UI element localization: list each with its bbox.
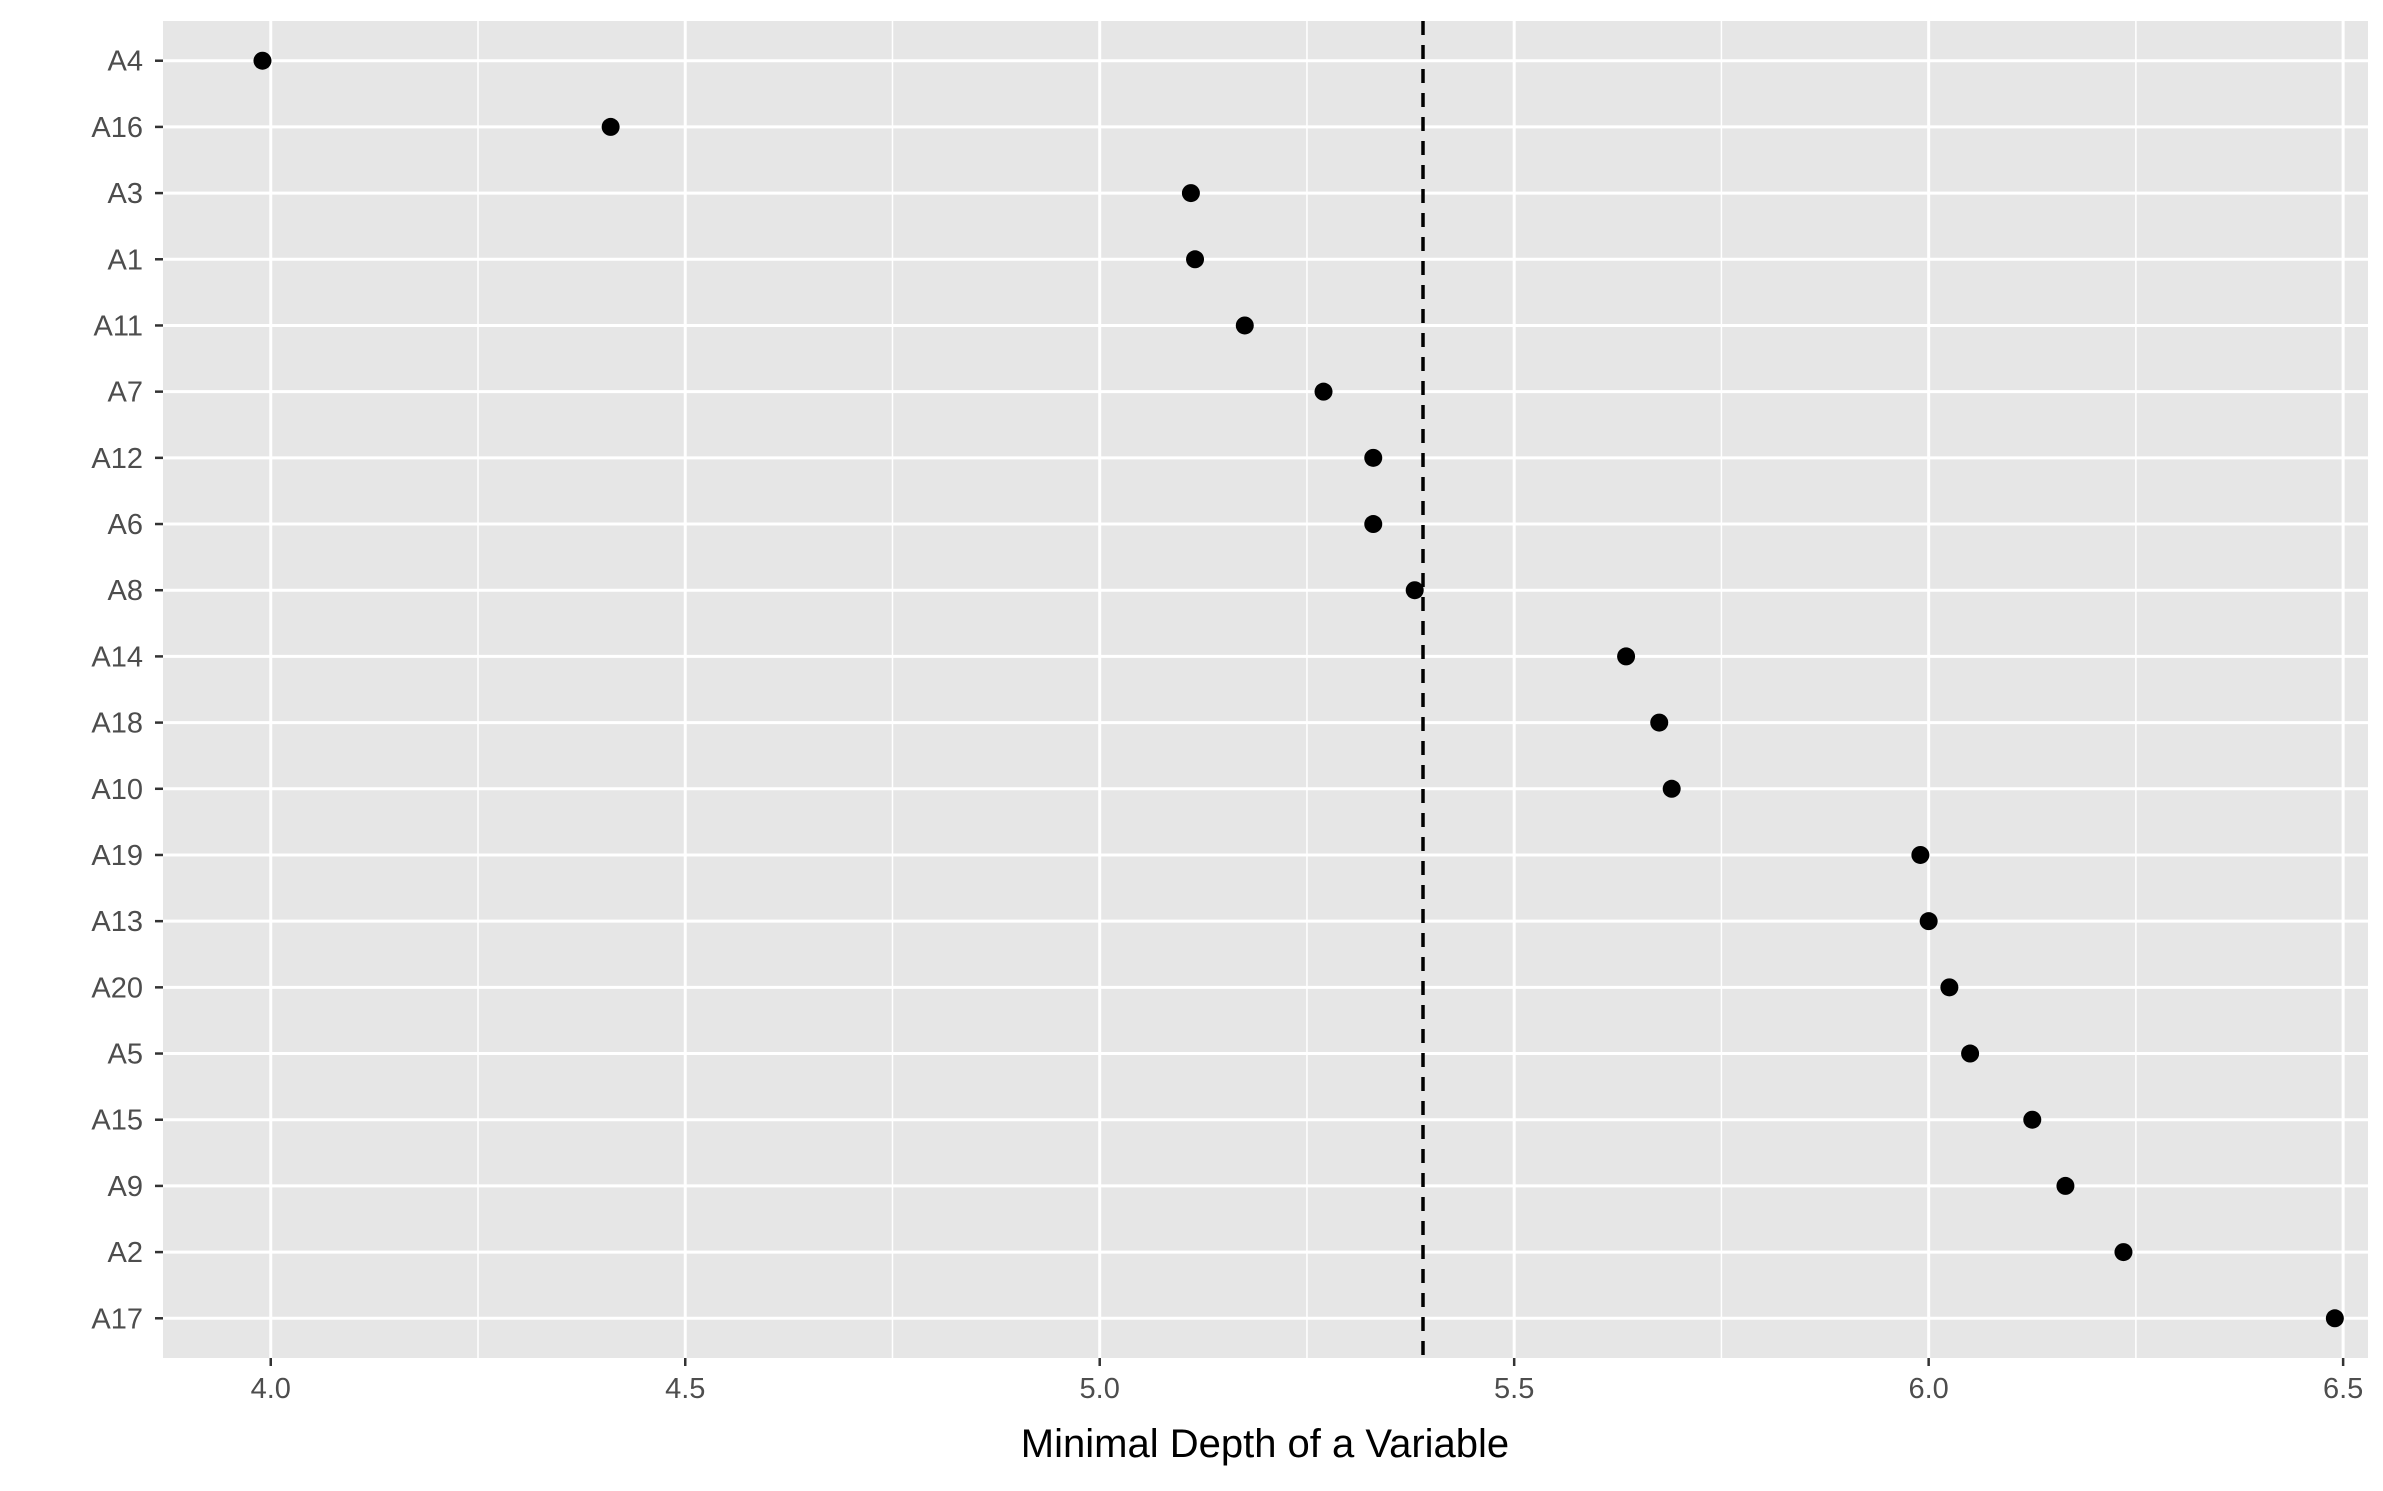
y-tick-label: A7 bbox=[108, 377, 143, 409]
y-tick-label: A9 bbox=[108, 1171, 143, 1203]
data-point bbox=[1405, 581, 1424, 600]
data-point bbox=[1364, 515, 1383, 534]
data-point bbox=[1919, 912, 1938, 931]
data-point bbox=[1364, 448, 1383, 467]
x-tick-label: 4.5 bbox=[665, 1373, 705, 1405]
y-tick-label: A12 bbox=[91, 443, 143, 475]
y-tick-label: A6 bbox=[108, 509, 143, 541]
x-tick-label: 6.5 bbox=[2323, 1373, 2363, 1405]
data-point bbox=[1940, 978, 1959, 997]
data-point bbox=[2114, 1243, 2133, 1262]
data-point bbox=[1650, 713, 1669, 732]
y-tick-label: A17 bbox=[91, 1303, 143, 1335]
x-tick-labels: 4.0 4.5 5.0 5.5 6.0 6.5 bbox=[251, 1373, 2364, 1405]
data-point bbox=[1235, 316, 1254, 335]
plot-panel bbox=[163, 21, 2368, 1358]
x-tick-label: 5.0 bbox=[1080, 1373, 1120, 1405]
y-tick-label: A19 bbox=[91, 840, 143, 872]
grid-layer bbox=[163, 21, 2368, 1358]
y-tick-label: A14 bbox=[91, 641, 143, 673]
y-tick-label: A3 bbox=[108, 178, 143, 210]
y-tick-label: A1 bbox=[108, 244, 143, 276]
y-tick-label: A13 bbox=[91, 906, 143, 938]
y-tick-label: A20 bbox=[91, 972, 143, 1004]
y-tick-label: A5 bbox=[108, 1039, 143, 1071]
data-point bbox=[1911, 845, 1930, 864]
y-tick-label: A11 bbox=[94, 310, 143, 342]
data-point bbox=[1186, 250, 1205, 269]
x-axis-title: Minimal Depth of a Variable bbox=[1021, 1422, 1509, 1466]
data-point bbox=[1314, 382, 1333, 401]
data-point bbox=[1181, 184, 1200, 203]
x-tick-label: 5.5 bbox=[1494, 1373, 1534, 1405]
y-tick-label: A16 bbox=[91, 112, 143, 144]
data-point bbox=[1961, 1044, 1980, 1063]
data-point bbox=[2325, 1309, 2344, 1328]
y-tick-label: A4 bbox=[108, 46, 143, 78]
y-tick-label: A8 bbox=[108, 575, 143, 607]
data-point bbox=[1617, 647, 1636, 666]
y-tick-labels: A4 A16 A3 A1 A11 A7 A12 A6 A8 A14 A18 A10 A19 A13 A20 A… bbox=[91, 46, 143, 1336]
x-tick-label: 4.0 bbox=[251, 1373, 291, 1405]
y-tick-label: A15 bbox=[91, 1105, 143, 1137]
axis-ticks bbox=[155, 59, 2345, 1366]
y-tick-label: A18 bbox=[91, 708, 143, 740]
x-tick-label: 6.0 bbox=[1908, 1373, 1948, 1405]
points-layer bbox=[253, 51, 2344, 1328]
data-point bbox=[601, 117, 620, 136]
data-point bbox=[253, 51, 272, 70]
y-tick-label: A10 bbox=[91, 774, 143, 806]
data-point bbox=[2023, 1110, 2042, 1129]
y-tick-label: A2 bbox=[108, 1237, 143, 1269]
data-point bbox=[2056, 1176, 2075, 1195]
data-point bbox=[1662, 779, 1681, 798]
